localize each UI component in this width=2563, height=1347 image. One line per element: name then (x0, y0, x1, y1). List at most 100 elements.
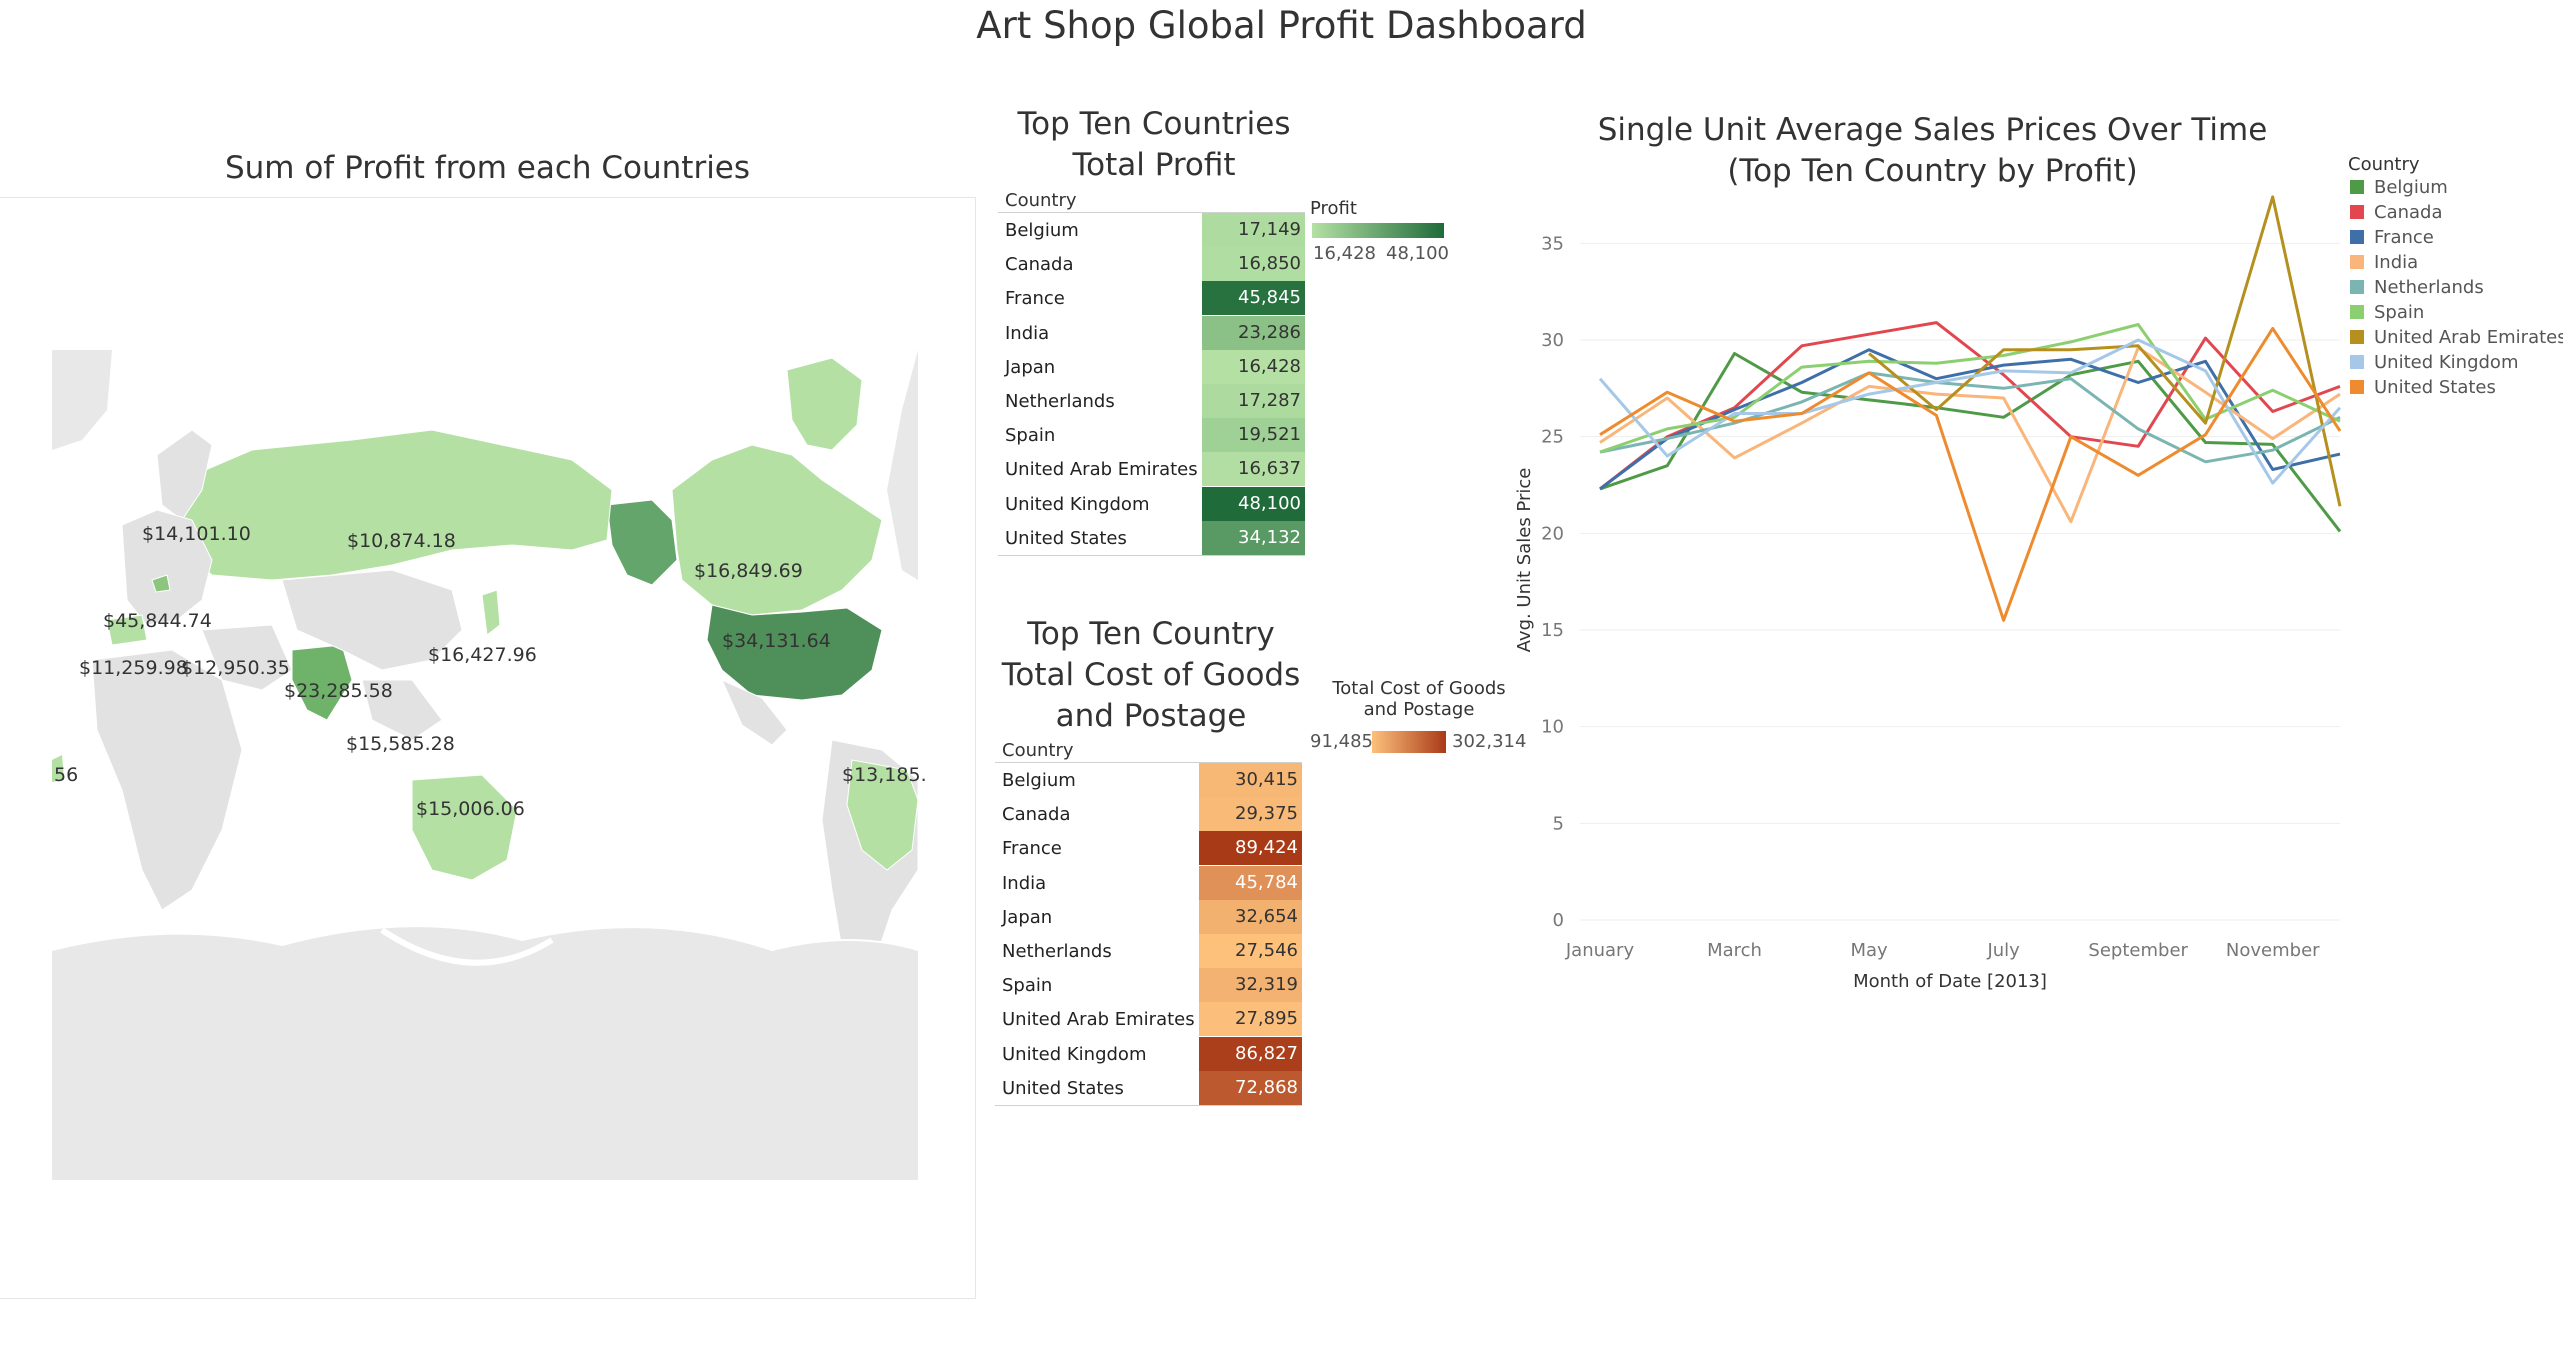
cost-table-value-cell[interactable]: 86,827 (1199, 1036, 1302, 1071)
x-tick-label: November (2226, 940, 2320, 961)
y-tick-label: 10 (1541, 717, 1564, 738)
line-legend-swatch (2350, 230, 2364, 244)
line-legend-item[interactable]: France (2350, 227, 2434, 248)
map-label-netherlands: $12,950.35 (181, 657, 290, 679)
world-map[interactable] (52, 350, 918, 1180)
line-legend-swatch (2350, 280, 2364, 294)
line-legend-swatch (2350, 305, 2364, 319)
y-tick-label: 25 (1541, 427, 1564, 448)
line-legend-swatch (2350, 355, 2364, 369)
cost-table-value-cell[interactable]: 45,784 (1199, 865, 1302, 900)
map-shape-middle-east (201, 624, 293, 691)
line-legend-swatch (2350, 330, 2364, 344)
profit-table-value-cell[interactable]: 17,149 (1202, 213, 1305, 247)
line-chart[interactable]: 0 5 10 15 20 25 30 35 Avg. Unit Sales Price Janua… (1500, 195, 2380, 1020)
line-legend-item[interactable]: Canada (2350, 202, 2443, 223)
profit-legend-min: 16,428 (1313, 243, 1376, 264)
profit-table-row-label: Canada (1005, 254, 1074, 276)
line-legend-label: Canada (2374, 202, 2443, 223)
series-line-united-arab-emirates (1868, 195, 2342, 507)
line-legend-item[interactable]: United States (2350, 377, 2496, 398)
line-legend-label: Spain (2374, 302, 2425, 323)
profit-table-value-cell[interactable]: 17,287 (1202, 384, 1305, 418)
cost-table-row-label: Netherlands (1002, 941, 1112, 962)
profit-table-value-cell[interactable]: 19,521 (1202, 418, 1305, 453)
line-chart-title-line1: Single Unit Average Sales Prices Over Ti… (1597, 112, 2268, 148)
line-legend-label: Netherlands (2374, 277, 2484, 298)
cost-table-value-cell[interactable]: 32,319 (1199, 968, 1302, 1003)
cost-table-value-cell[interactable]: 32,654 (1199, 899, 1302, 934)
line-legend-item[interactable]: Spain (2350, 302, 2424, 323)
map-shape-greenland (786, 357, 863, 451)
cost-legend-ramp[interactable] (1372, 731, 1446, 753)
y-tick-label: 20 (1541, 523, 1564, 544)
series-line-united-states (1599, 326, 2342, 622)
map-panel (0, 197, 976, 1299)
map-shape-europe-west (121, 509, 213, 626)
profit-table-row-label: United Kingdom (1005, 493, 1150, 515)
cost-table-value-cell[interactable]: 72,868 (1199, 1070, 1302, 1105)
cost-table-value-cell[interactable]: 27,546 (1199, 934, 1302, 968)
map-shape-antarctica (52, 950, 918, 1180)
series-line-netherlands (1599, 371, 2341, 464)
line-legend-item[interactable]: India (2350, 252, 2418, 273)
series-line-france (1599, 348, 2341, 491)
y-tick-label: 30 (1541, 330, 1564, 351)
profit-table-row-label: India (1005, 322, 1050, 344)
y-tick-label: 35 (1541, 233, 1564, 254)
line-legend-swatch (2350, 255, 2364, 269)
y-tick-label: 5 (1553, 813, 1564, 834)
profit-table-row-label: Netherlands (1005, 391, 1115, 412)
map-label-spain: $11,259.98 (79, 657, 188, 679)
profit-table-value-cell[interactable]: 45,845 (1202, 281, 1305, 316)
cost-table-value-cell[interactable]: 27,895 (1199, 1002, 1302, 1037)
cost-table-title-line1: Top Ten Country (1027, 616, 1275, 652)
line-legend-label: United Arab Emirates (2374, 327, 2563, 348)
line-legend-item[interactable]: Netherlands (2350, 277, 2484, 298)
profit-legend-title: Profit (1310, 198, 1357, 219)
profit-legend-ramp[interactable] (1312, 223, 1444, 238)
y-axis-label: Avg. Unit Sales Price (1514, 468, 1535, 653)
map-title: Sum of Profit from each Countries (224, 150, 751, 186)
series-line-canada (1599, 321, 2341, 491)
y-tick-label: 15 (1541, 620, 1564, 641)
line-legend-label: United States (2374, 377, 2496, 398)
map-shape-brazil (846, 759, 918, 871)
map-shape-australia (411, 774, 518, 881)
map-label-west-edge: 56 (54, 764, 79, 786)
line-legend-item[interactable]: United Kingdom (2350, 352, 2518, 373)
map-label-brazil: $13,185. (842, 764, 927, 786)
cost-table-value-cell[interactable]: 89,424 (1199, 831, 1302, 866)
cost-table-row-label: United States (1002, 1077, 1124, 1099)
line-legend-item[interactable]: United Arab Emirates (2350, 327, 2563, 348)
profit-table-value-cell[interactable]: 23,286 (1202, 315, 1305, 350)
cost-legend-title: Total Cost of Goods and Postage (1326, 678, 1512, 720)
map-shape-benelux (151, 574, 171, 593)
map-label-usa: $34,131.64 (722, 630, 831, 652)
profit-table-column-header: Country (1005, 190, 1077, 211)
cost-legend-title-line2: and Postage (1363, 699, 1475, 720)
cost-table-row-label: India (1002, 872, 1047, 894)
profit-table-value-cell[interactable]: 16,637 (1202, 452, 1305, 487)
line-chart-title: Single Unit Average Sales Prices Over Ti… (1500, 110, 2365, 192)
line-legend-item[interactable]: Belgium (2350, 177, 2448, 198)
cost-legend-min: 91,485 (1310, 731, 1373, 752)
series-line-india (1599, 346, 2341, 524)
line-legend-title: Country (2348, 154, 2420, 175)
cost-table-row-label: Belgium (1002, 770, 1076, 791)
cost-table-title-line3: and Postage (1055, 698, 1247, 734)
cost-table-row-label: United Arab Emirates (1002, 1009, 1195, 1031)
profit-table-value-cell[interactable]: 16,850 (1202, 247, 1305, 282)
profit-table-value-cell[interactable]: 16,428 (1202, 349, 1305, 384)
cost-table-row-label: Japan (1002, 906, 1053, 928)
cost-table-value-cell[interactable]: 30,415 (1199, 763, 1302, 797)
profit-table-title-line1: Top Ten Countries (1017, 106, 1291, 142)
cost-legend-max: 302,314 (1452, 731, 1527, 752)
profit-table-title-line2: Total Profit (1072, 147, 1236, 183)
map-shape-antarctica-edge (52, 925, 918, 952)
cost-table-header-rule (995, 762, 1302, 763)
cost-table: Belgium 30,415 Canada 29,375 France 89,424 Ind… (995, 763, 1302, 1106)
profit-table-value-cell[interactable]: 34,132 (1202, 520, 1305, 555)
cost-table-value-cell[interactable]: 29,375 (1199, 797, 1302, 832)
profit-table-value-cell[interactable]: 48,100 (1202, 486, 1305, 521)
